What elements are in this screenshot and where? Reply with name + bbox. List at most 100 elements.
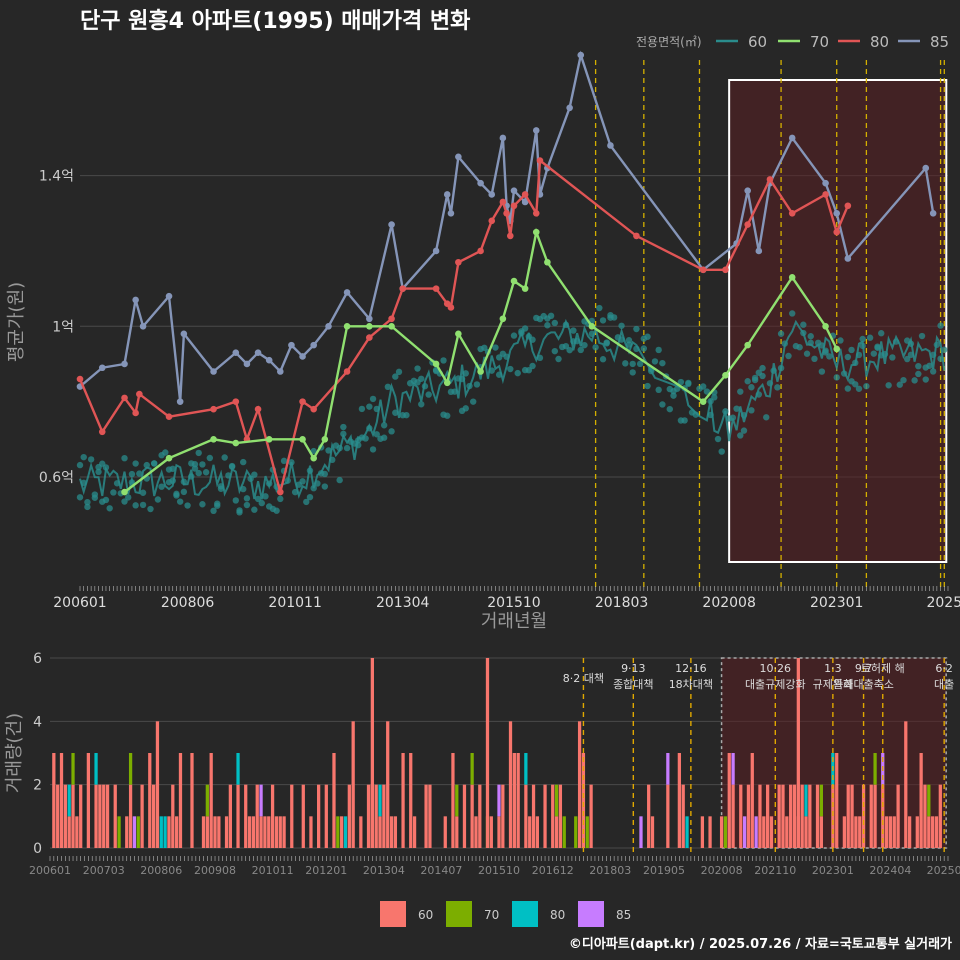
series-60-point (618, 336, 625, 343)
series-85-point (788, 134, 796, 142)
vol-bar (850, 784, 854, 848)
vol-x-tick-label: 202110 (754, 864, 796, 877)
series-60-point (907, 351, 915, 359)
vol-bar (236, 784, 240, 848)
vol-bar-peak (796, 658, 800, 848)
series-60-point (844, 385, 852, 392)
vol-y-tick-label: 4 (33, 714, 42, 730)
series-60-point (651, 358, 659, 365)
series-80 (76, 157, 852, 496)
series-60-point (737, 432, 744, 439)
series-60-point (76, 461, 84, 469)
series-60-point (859, 335, 866, 343)
series-60-point (755, 391, 763, 398)
series-60-point (633, 345, 640, 353)
series-80-point (744, 221, 751, 228)
vol-bar (554, 784, 559, 817)
series-85-point (165, 292, 173, 300)
series-60-point (254, 495, 262, 503)
series-60-point (373, 431, 380, 438)
vol-bar (923, 784, 927, 848)
series-80-point (76, 375, 84, 383)
vol-bar (873, 784, 877, 848)
series-60-point (184, 502, 191, 509)
vol-bar (873, 753, 877, 785)
vol-bar (792, 784, 797, 848)
series-80-point (766, 176, 774, 183)
series-60-point (288, 459, 295, 466)
vol-bar (804, 784, 808, 817)
vol-bar (528, 816, 532, 848)
series-60-point (889, 354, 896, 361)
series-60-point (262, 493, 269, 500)
vol-bar (470, 753, 474, 785)
series-70-point (265, 436, 273, 443)
vol-bar (136, 816, 140, 848)
vol-bar-peak (370, 658, 374, 848)
x-axis-title: 거래년월 (481, 611, 547, 632)
series-60-point (800, 329, 807, 337)
vol-bar (251, 816, 256, 848)
series-80-point (510, 202, 518, 210)
vol-bar (201, 816, 206, 848)
policy-annotation: 1·3 (824, 662, 842, 675)
series-60-point (640, 345, 648, 352)
series-60-point (199, 501, 206, 508)
series-60-point (154, 496, 162, 503)
vol-bar (282, 816, 286, 848)
series-60-point (358, 405, 366, 413)
vol-bar (881, 784, 885, 848)
series-60-point (481, 344, 488, 351)
vol-bar (700, 816, 705, 848)
series-80-point (722, 266, 729, 274)
series-60-point (622, 360, 629, 367)
vol-bar (762, 816, 766, 848)
series-60-point (803, 350, 811, 357)
series-60-point (918, 332, 926, 340)
series-60-point (551, 347, 559, 355)
vol-bar (531, 784, 536, 848)
series-60-point (150, 460, 158, 467)
series-60-point (314, 480, 321, 487)
series-60-point (392, 373, 399, 380)
vol-legend-label-85: 85 (616, 908, 631, 922)
legend-label-70: 70 (810, 33, 829, 51)
series-70-point (822, 323, 829, 330)
series-85-point (98, 364, 106, 372)
series-80-point (136, 390, 143, 398)
vol-x-tick-label: 200806 (140, 864, 182, 877)
series-60-point (325, 447, 332, 454)
x-tick-label: 201803 (595, 595, 648, 611)
series-85-point (210, 368, 217, 375)
series-85-point (299, 353, 306, 360)
series-60-point (380, 422, 388, 429)
vol-bar (351, 721, 355, 848)
legend-label-80: 80 (870, 33, 889, 51)
vol-bar (746, 784, 751, 848)
series-80-point (210, 405, 217, 413)
series-60-point (110, 489, 117, 496)
series-85-point (922, 164, 930, 172)
series-60-point (444, 412, 451, 419)
series-60-point (191, 465, 199, 472)
series-60-point (852, 359, 859, 367)
series-60-point (629, 369, 636, 376)
series-60-point (929, 351, 937, 359)
series-85-point (744, 187, 751, 194)
x-tick-label: 201011 (268, 595, 321, 611)
series-85-point (510, 187, 518, 194)
series-60-point (469, 398, 477, 405)
vol-bar (451, 753, 455, 848)
series-60-point (570, 327, 577, 334)
series-60-point (903, 355, 911, 363)
vol-bar (175, 816, 179, 848)
vol-legend-swatch-85 (578, 901, 604, 927)
series-85-point (265, 356, 273, 364)
series-60-point (80, 479, 87, 487)
vol-bar (785, 816, 789, 848)
vol-x-tick-label: 20250 (927, 864, 960, 877)
series-60-point (759, 372, 766, 380)
vol-bar (378, 816, 382, 848)
series-60-point (748, 407, 755, 414)
vol-bar (907, 816, 912, 848)
